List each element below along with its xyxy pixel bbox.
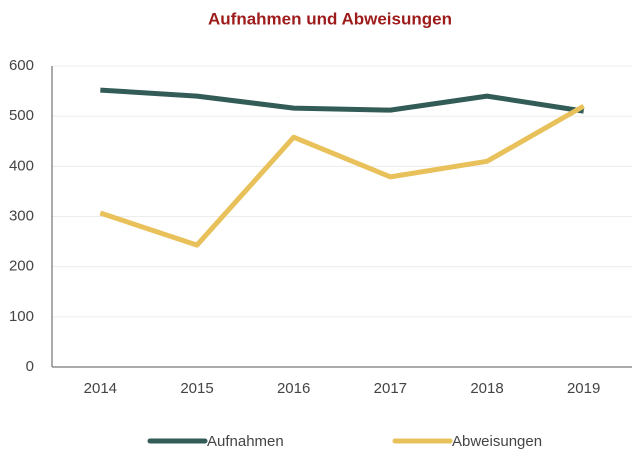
y-tick-label: 200	[9, 258, 34, 275]
x-tick-label: 2018	[470, 380, 503, 397]
x-tick-label: 2014	[84, 380, 117, 397]
y-tick-label: 0	[26, 358, 34, 375]
y-tick-label: 600	[9, 57, 34, 74]
line-series	[100, 87, 585, 114]
x-tick-label: 2015	[180, 380, 213, 397]
legend-label: Aufnahmen	[207, 433, 284, 450]
chart-title: Aufnahmen und Abweisungen	[208, 9, 452, 28]
x-tick-label: 2016	[277, 380, 310, 397]
y-tick-label: 400	[9, 157, 34, 174]
y-tick-label: 500	[9, 107, 34, 124]
x-tick-label: 2017	[374, 380, 407, 397]
x-tick-label: 2019	[567, 380, 600, 397]
legend-label: Abweisungen	[452, 433, 542, 450]
y-tick-label: 300	[9, 207, 34, 224]
y-tick-label: 100	[9, 308, 34, 325]
line-series	[99, 103, 585, 248]
